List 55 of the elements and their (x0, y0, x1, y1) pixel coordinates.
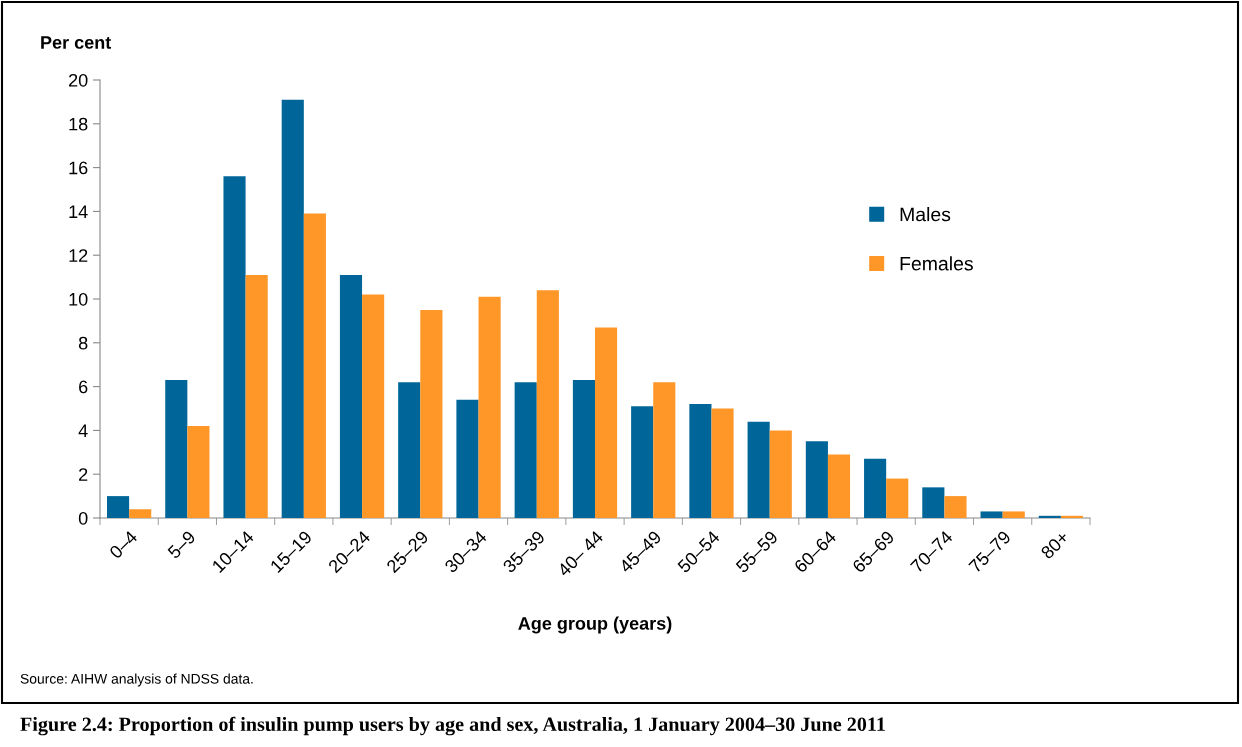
text: Figure 2.4: Proportion of insulin pump users by age and sex, Australia, 1 January 2004–30 June 2011 (20, 716, 885, 736)
bar (595, 327, 618, 518)
bar (106, 496, 130, 518)
x-tick-label: 0–4 (108, 529, 139, 560)
bar (922, 487, 945, 518)
bar (1060, 515, 1084, 518)
y-tick-label: 8 (78, 336, 88, 350)
source-note: Source: AIHW analysis of NDSS data. (20, 673, 253, 687)
bar (711, 408, 734, 518)
y-tick-label: 4 (78, 424, 88, 437)
bar (769, 430, 792, 518)
x-tick-label: 5–9 (166, 530, 197, 560)
bar (245, 274, 268, 518)
bar (689, 404, 712, 518)
bar (747, 421, 770, 518)
y-tick-label: 10 (69, 292, 88, 306)
bar (478, 296, 501, 518)
y-tick-label: 12 (69, 249, 88, 262)
bar (303, 213, 326, 518)
bar (980, 511, 1003, 518)
bar (362, 294, 385, 518)
bar (827, 454, 851, 518)
y-tick-label: 2 (79, 468, 88, 481)
bar (864, 458, 887, 518)
y-tick-label: 18 (69, 117, 88, 131)
bar (456, 399, 479, 518)
bar (572, 380, 595, 518)
bar (536, 290, 559, 518)
bar (1002, 511, 1025, 518)
bar (944, 496, 967, 518)
bar (886, 478, 909, 518)
bar (1038, 515, 1061, 518)
y-tick-label: 20 (69, 73, 88, 87)
bar (398, 382, 421, 518)
y-tick-label: 6 (79, 380, 88, 394)
bar (653, 382, 676, 518)
bar (165, 380, 188, 518)
bar (420, 309, 443, 518)
y-tick-label: 0 (78, 511, 88, 525)
bar (223, 176, 246, 518)
legend-label: Males (900, 207, 951, 222)
x-tick-label: 40– 44 (556, 529, 605, 578)
bar (514, 382, 537, 518)
y-tick-label: 14 (69, 205, 88, 218)
x-tick-label: 80+ (1040, 530, 1070, 560)
bar (339, 274, 363, 518)
legend-label: Females (900, 256, 973, 271)
bar (281, 99, 304, 518)
bar (187, 426, 210, 518)
x-axis-title: Age group (years) (518, 616, 672, 634)
bar (129, 509, 152, 518)
y-tick-label: 16 (69, 161, 88, 175)
y-axis-title: Per cent (41, 36, 112, 49)
bar (805, 441, 828, 518)
bar (631, 406, 654, 518)
